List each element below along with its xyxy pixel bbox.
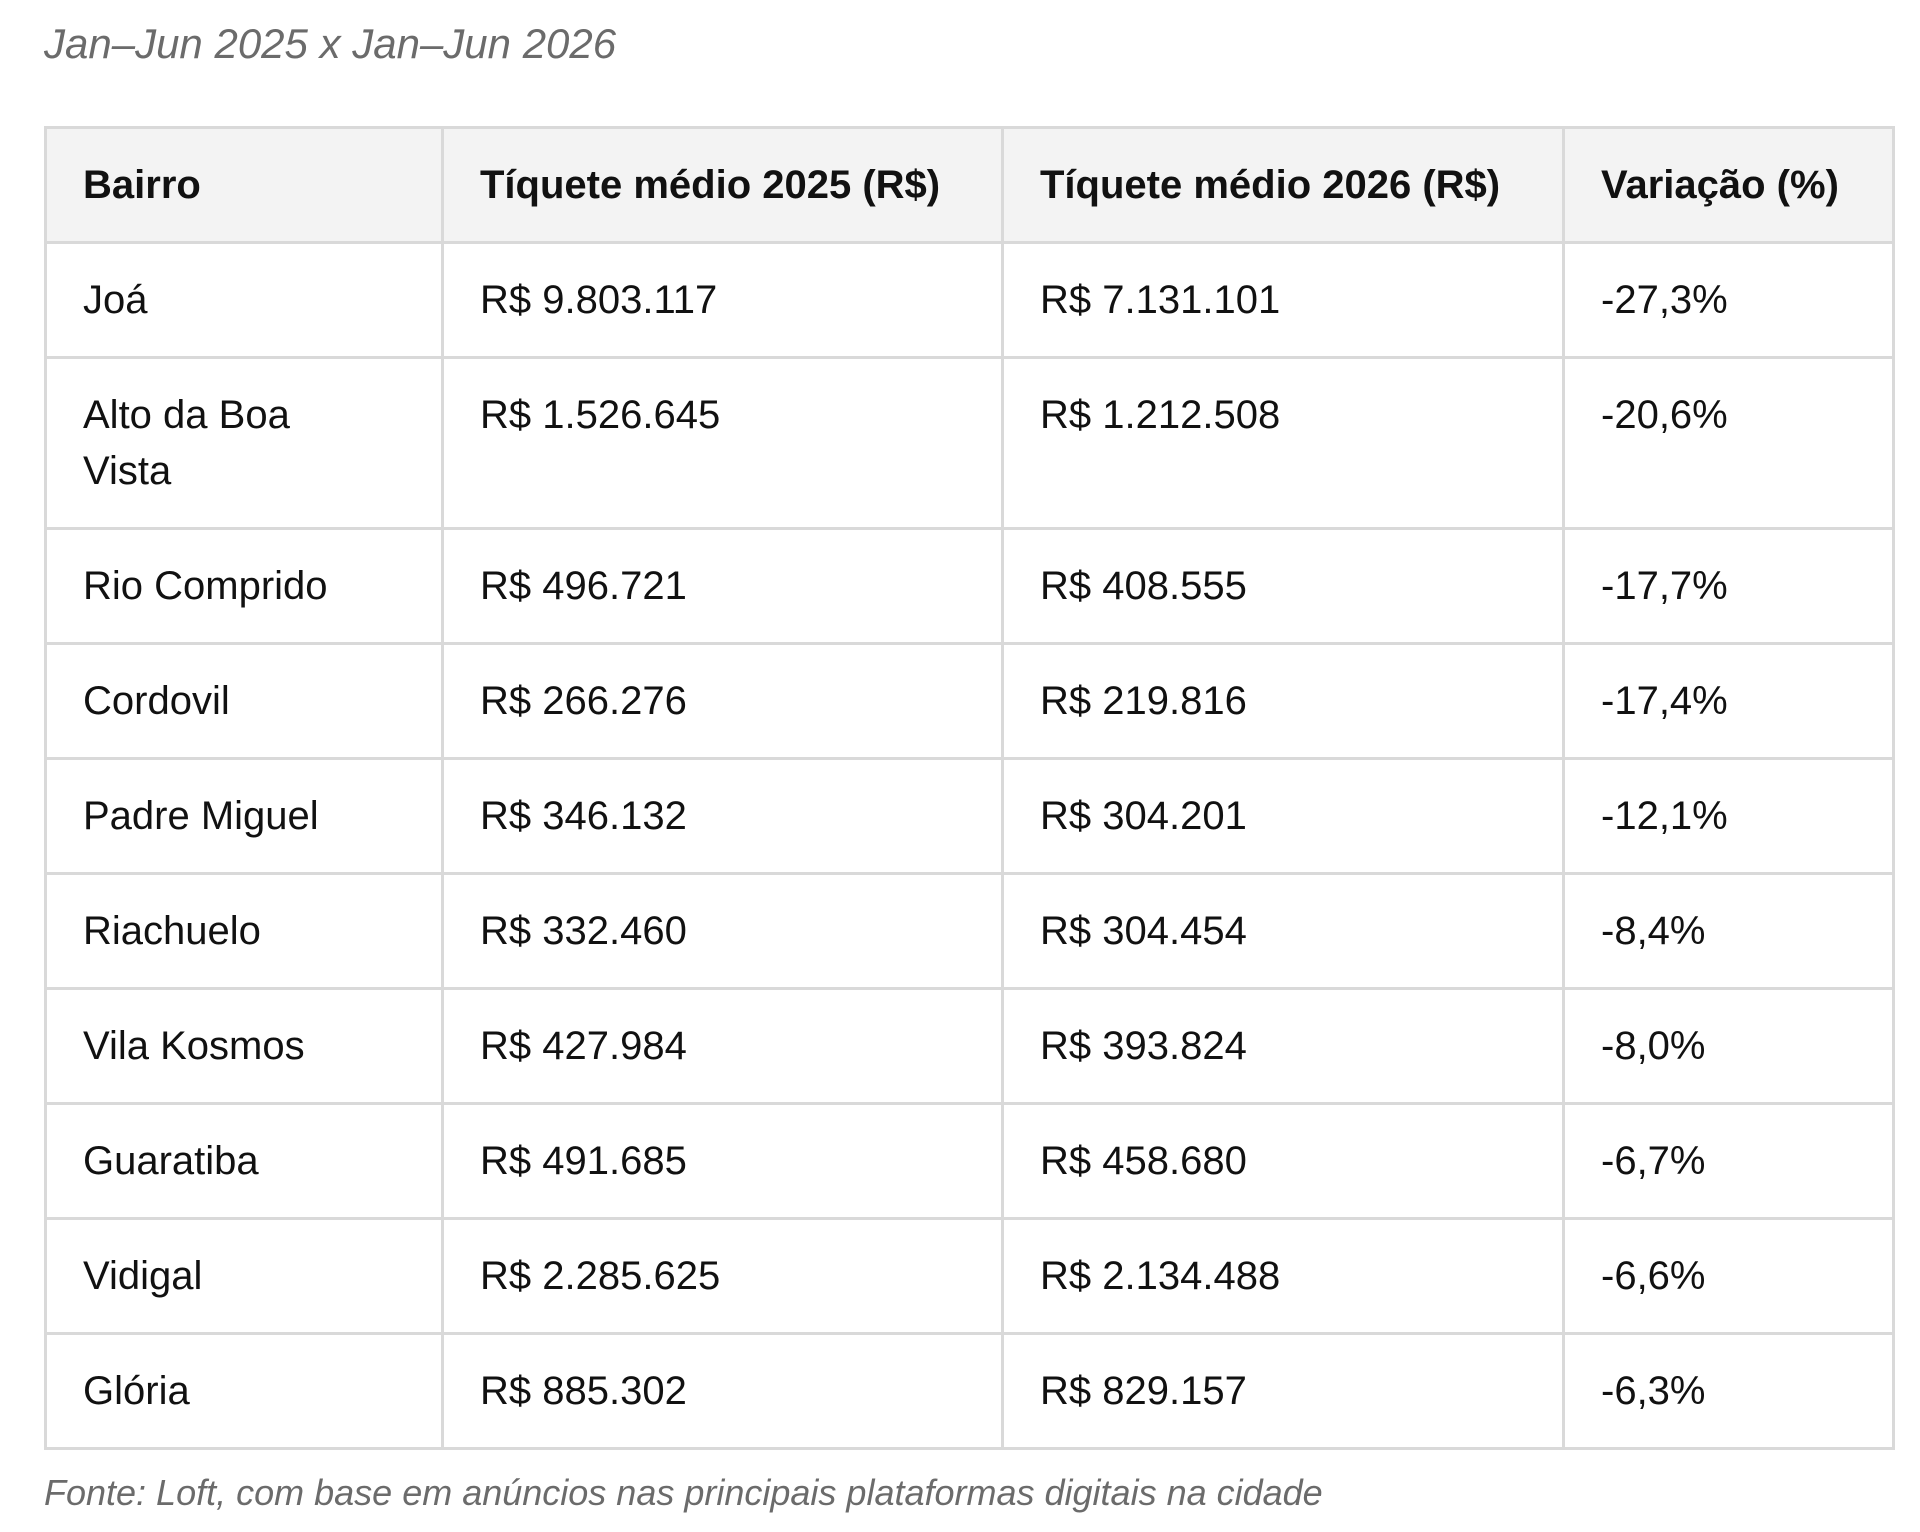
cell-bairro: Guaratiba [44, 1102, 444, 1220]
cell-bairro: Joá [44, 241, 444, 359]
table-row: Rio Comprido R$ 496.721 R$ 408.555 -17,7… [44, 527, 1895, 645]
cell-bairro: Vidigal [44, 1217, 444, 1335]
cell-variacao: -20,6% [1562, 356, 1895, 530]
table-row: Padre Miguel R$ 346.132 R$ 304.201 -12,1… [44, 757, 1895, 875]
cell-ticket-2025: R$ 491.685 [441, 1102, 1004, 1220]
cell-ticket-2025: R$ 266.276 [441, 642, 1004, 760]
cell-variacao: -17,4% [1562, 642, 1895, 760]
cell-ticket-2025: R$ 1.526.645 [441, 356, 1004, 530]
cell-bairro: Alto da Boa Vista [44, 356, 444, 530]
cell-variacao: -6,6% [1562, 1217, 1895, 1335]
cell-variacao: -12,1% [1562, 757, 1895, 875]
cell-bairro: Riachuelo [44, 872, 444, 990]
table-row: Vila Kosmos R$ 427.984 R$ 393.824 -8,0% [44, 987, 1895, 1105]
data-table: Bairro Tíquete médio 2025 (R$) Tíquete m… [44, 126, 1895, 1450]
table-row: Vidigal R$ 2.285.625 R$ 2.134.488 -6,6% [44, 1217, 1895, 1335]
cell-variacao: -8,4% [1562, 872, 1895, 990]
cell-variacao: -17,7% [1562, 527, 1895, 645]
cell-ticket-2025: R$ 346.132 [441, 757, 1004, 875]
cell-ticket-2026: R$ 2.134.488 [1001, 1217, 1565, 1335]
table-row: Alto da Boa Vista R$ 1.526.645 R$ 1.212.… [44, 356, 1895, 530]
header-row: Bairro Tíquete médio 2025 (R$) Tíquete m… [44, 126, 1895, 244]
cell-ticket-2026: R$ 7.131.101 [1001, 241, 1565, 359]
header-bairro: Bairro [44, 126, 444, 244]
header-ticket-2025: Tíquete médio 2025 (R$) [441, 126, 1004, 244]
cell-ticket-2026: R$ 219.816 [1001, 642, 1565, 760]
cell-variacao: -8,0% [1562, 987, 1895, 1105]
cell-ticket-2026: R$ 408.555 [1001, 527, 1565, 645]
cell-ticket-2025: R$ 885.302 [441, 1332, 1004, 1450]
header-variacao: Variação (%) [1562, 126, 1895, 244]
cell-bairro: Vila Kosmos [44, 987, 444, 1105]
cell-ticket-2026: R$ 829.157 [1001, 1332, 1565, 1450]
header-ticket-2026: Tíquete médio 2026 (R$) [1001, 126, 1565, 244]
cell-variacao: -6,3% [1562, 1332, 1895, 1450]
cell-ticket-2026: R$ 393.824 [1001, 987, 1565, 1105]
cell-variacao: -27,3% [1562, 241, 1895, 359]
cell-ticket-2025: R$ 2.285.625 [441, 1217, 1004, 1335]
table-body: Joá R$ 9.803.117 R$ 7.131.101 -27,3% Alt… [44, 241, 1895, 1450]
cell-ticket-2026: R$ 1.212.508 [1001, 356, 1565, 530]
table-row: Guaratiba R$ 491.685 R$ 458.680 -6,7% [44, 1102, 1895, 1220]
cell-ticket-2025: R$ 496.721 [441, 527, 1004, 645]
table-header: Bairro Tíquete médio 2025 (R$) Tíquete m… [44, 126, 1895, 244]
cell-ticket-2026: R$ 304.454 [1001, 872, 1565, 990]
cell-ticket-2025: R$ 332.460 [441, 872, 1004, 990]
cell-ticket-2025: R$ 427.984 [441, 987, 1004, 1105]
table-row: Cordovil R$ 266.276 R$ 219.816 -17,4% [44, 642, 1895, 760]
data-table-container: Bairro Tíquete médio 2025 (R$) Tíquete m… [44, 126, 1895, 1450]
cell-ticket-2025: R$ 9.803.117 [441, 241, 1004, 359]
source-footnote: Fonte: Loft, com base em anúncios nas pr… [44, 1472, 1323, 1513]
table-subtitle: Jan–Jun 2025 x Jan–Jun 2026 [44, 20, 617, 67]
table-row: Glória R$ 885.302 R$ 829.157 -6,3% [44, 1332, 1895, 1450]
table-row: Joá R$ 9.803.117 R$ 7.131.101 -27,3% [44, 241, 1895, 359]
table-row: Riachuelo R$ 332.460 R$ 304.454 -8,4% [44, 872, 1895, 990]
cell-ticket-2026: R$ 458.680 [1001, 1102, 1565, 1220]
cell-variacao: -6,7% [1562, 1102, 1895, 1220]
cell-bairro: Glória [44, 1332, 444, 1450]
cell-ticket-2026: R$ 304.201 [1001, 757, 1565, 875]
cell-bairro: Padre Miguel [44, 757, 444, 875]
cell-bairro: Rio Comprido [44, 527, 444, 645]
cell-bairro: Cordovil [44, 642, 444, 760]
